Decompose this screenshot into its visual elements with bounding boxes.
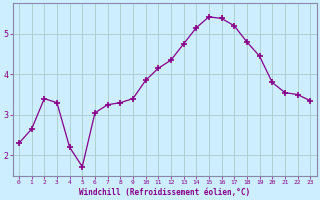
X-axis label: Windchill (Refroidissement éolien,°C): Windchill (Refroidissement éolien,°C) <box>79 188 250 197</box>
